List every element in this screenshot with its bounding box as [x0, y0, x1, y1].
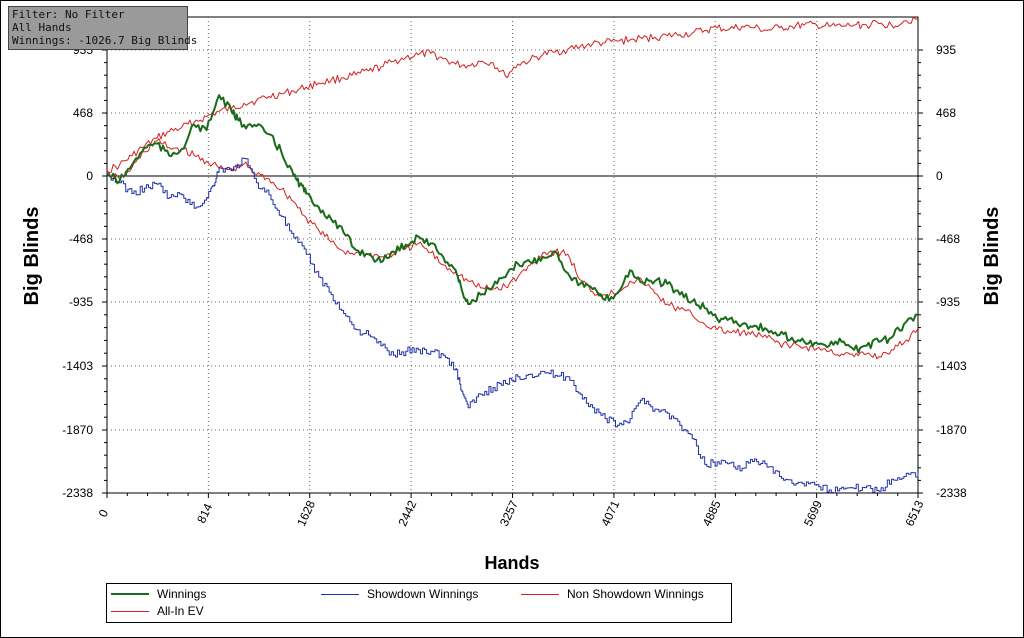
legend-label-all-in-ev: All-In EV	[157, 604, 204, 618]
legend-item-winnings: Winnings	[111, 587, 206, 601]
y-tick-label-right: 935	[936, 43, 956, 57]
series-layer	[106, 16, 919, 494]
series-line-all-in-ev	[106, 16, 919, 174]
y-tick-label-left: 0	[86, 169, 93, 183]
legend-label-winnings: Winnings	[157, 587, 207, 601]
y-axis-label-left: Big Blinds	[21, 207, 43, 306]
x-tick-label: 4071	[598, 498, 622, 528]
y-tick-label-left: -1870	[62, 423, 93, 437]
y-tick-label-right: 0	[936, 169, 943, 183]
y-tick-label-left: 468	[73, 106, 93, 120]
y-tick-label-right: -935	[936, 295, 960, 309]
legend: Winnings Showdown Winnings Non Showdown …	[106, 583, 732, 623]
legend-label-non-showdown: Non Showdown Winnings	[567, 587, 704, 601]
series-line-non-showdown-winnings	[106, 138, 919, 360]
legend-swatch-non-showdown	[521, 593, 559, 595]
legend-label-showdown: Showdown Winnings	[367, 587, 479, 601]
legend-swatch-winnings	[111, 593, 149, 595]
series-line-winnings	[106, 94, 919, 354]
y-tick-label-left: -935	[69, 295, 93, 309]
grid-layer	[106, 16, 919, 494]
legend-item-non-showdown: Non Showdown Winnings	[521, 587, 704, 601]
filter-text: Filter: No Filter	[12, 8, 125, 21]
y-tick-label-right: -1403	[936, 359, 967, 373]
y-tick-label-right: -2338	[936, 486, 967, 500]
x-axis-label: Hands	[484, 553, 539, 573]
y-tick-label-left: -468	[69, 232, 93, 246]
x-tick-label: 0	[96, 507, 112, 519]
x-tick-label: 1628	[294, 498, 318, 528]
x-tick-label: 5699	[801, 498, 825, 528]
x-tick-label: 3257	[497, 498, 521, 528]
y-tick-label-right: 468	[936, 106, 956, 120]
y-tick-label-left: -1403	[62, 359, 93, 373]
y-axis-label-right: Big Blinds	[981, 207, 1003, 306]
filter-info-box: Filter: No Filter All Hands Winnings: -1…	[8, 6, 198, 50]
legend-swatch-showdown	[321, 593, 359, 595]
y-tick-label-right: -1870	[936, 423, 967, 437]
legend-item-all-in-ev: All-In EV	[111, 604, 204, 618]
series-line-showdown-winnings	[107, 157, 919, 494]
x-tick-label: 2442	[395, 498, 419, 528]
legend-swatch-all-in-ev	[111, 610, 149, 612]
y-tick-label-left: -2338	[62, 486, 93, 500]
hands-text: All Hands	[12, 21, 72, 34]
y-tick-label-right: -468	[936, 232, 960, 246]
legend-item-showdown: Showdown Winnings	[321, 587, 478, 601]
winnings-summary-text: Winnings: -1026.7 Big Blinds	[12, 34, 198, 47]
x-tick-label: 814	[194, 501, 215, 525]
x-tick-label: 6513	[902, 498, 926, 528]
x-tick-label: 4885	[700, 498, 724, 528]
